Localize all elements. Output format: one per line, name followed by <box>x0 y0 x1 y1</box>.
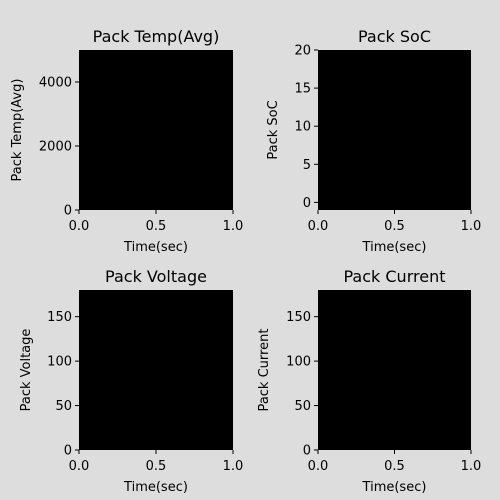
pack-current-subplot: Pack Current Time(sec) Pack Current 0.0 0.5 1… <box>257 267 481 495</box>
pack-soc-x-axis-label: Time(sec) <box>362 240 427 255</box>
pack-soc-y-axis-label: Pack SoC <box>266 100 281 159</box>
pack-soc-subplot: Pack SoC Time(sec) Pack SoC 0.0 0.5 1.0 0 5 10 15… <box>266 27 481 255</box>
pack-temp-avg-y-tick-label: 2000 <box>39 140 72 155</box>
pack-soc-y-tick-label: 10 <box>294 120 311 135</box>
pack-soc-plot-area <box>318 50 471 210</box>
pack-current-title: Pack Current <box>344 267 446 286</box>
pack-temp-avg-title: Pack Temp(Avg) <box>93 27 220 46</box>
pack-temp-avg-x-tick-label: 0.5 <box>146 219 167 234</box>
pack-voltage-x-tick-label: 1.0 <box>223 459 244 474</box>
pack-temp-avg-y-axis-label: Pack Temp(Avg) <box>10 79 25 182</box>
pack-temp-avg-y-tick-label: 4000 <box>39 76 72 91</box>
pack-soc-y-tick-label: 5 <box>303 158 311 173</box>
pack-voltage-y-tick-label: 150 <box>47 310 72 325</box>
pack-current-y-axis-label: Pack Current <box>257 329 272 412</box>
pack-voltage-y-tick-label: 50 <box>55 399 72 414</box>
pack-current-y-tick-label: 0 <box>303 444 311 459</box>
pack-current-y-tick-label: 50 <box>294 399 311 414</box>
pack-temp-avg-x-tick-label: 0.0 <box>69 219 90 234</box>
pack-temp-avg-x-tick-label: 1.0 <box>223 219 244 234</box>
pack-soc-title: Pack SoC <box>358 27 431 46</box>
pack-soc-y-tick-label: 15 <box>294 82 311 97</box>
pack-soc-x-tick-label: 0.0 <box>308 219 329 234</box>
pack-voltage-y-tick-label: 100 <box>47 355 72 370</box>
pack-temp-avg-plot-area <box>79 50 233 210</box>
pack-current-x-tick-label: 0.0 <box>308 459 329 474</box>
pack-current-x-axis-label: Time(sec) <box>362 480 427 495</box>
pack-voltage-x-axis-label: Time(sec) <box>123 480 188 495</box>
pack-temp-avg-subplot: Pack Temp(Avg) Time(sec) Pack Temp(Avg) 0.0… <box>10 27 243 255</box>
pack-current-plot-area <box>318 290 471 450</box>
pack-voltage-x-tick-label: 0.5 <box>146 459 167 474</box>
pack-voltage-y-tick-label: 0 <box>64 444 72 459</box>
pack-current-x-tick-label: 1.0 <box>461 459 482 474</box>
pack-voltage-plot-area <box>79 290 233 450</box>
pack-temp-avg-x-axis-label: Time(sec) <box>123 240 188 255</box>
pack-voltage-subplot: Pack Voltage Time(sec) Pack Voltage 0.0 0.5 1… <box>19 267 243 495</box>
pack-soc-x-tick-label: 1.0 <box>461 219 482 234</box>
pack-current-y-tick-label: 100 <box>286 355 311 370</box>
pack-voltage-y-axis-label: Pack Voltage <box>19 329 34 412</box>
pack-soc-y-tick-label: 20 <box>294 44 311 59</box>
pack-voltage-x-tick-label: 0.0 <box>69 459 90 474</box>
pack-temp-avg-y-tick-label: 0 <box>64 204 72 219</box>
pack-soc-x-tick-label: 0.5 <box>384 219 405 234</box>
pack-current-y-tick-label: 150 <box>286 310 311 325</box>
pack-current-x-tick-label: 0.5 <box>384 459 405 474</box>
pack-voltage-title: Pack Voltage <box>105 267 207 286</box>
pack-soc-y-tick-label: 0 <box>303 196 311 211</box>
